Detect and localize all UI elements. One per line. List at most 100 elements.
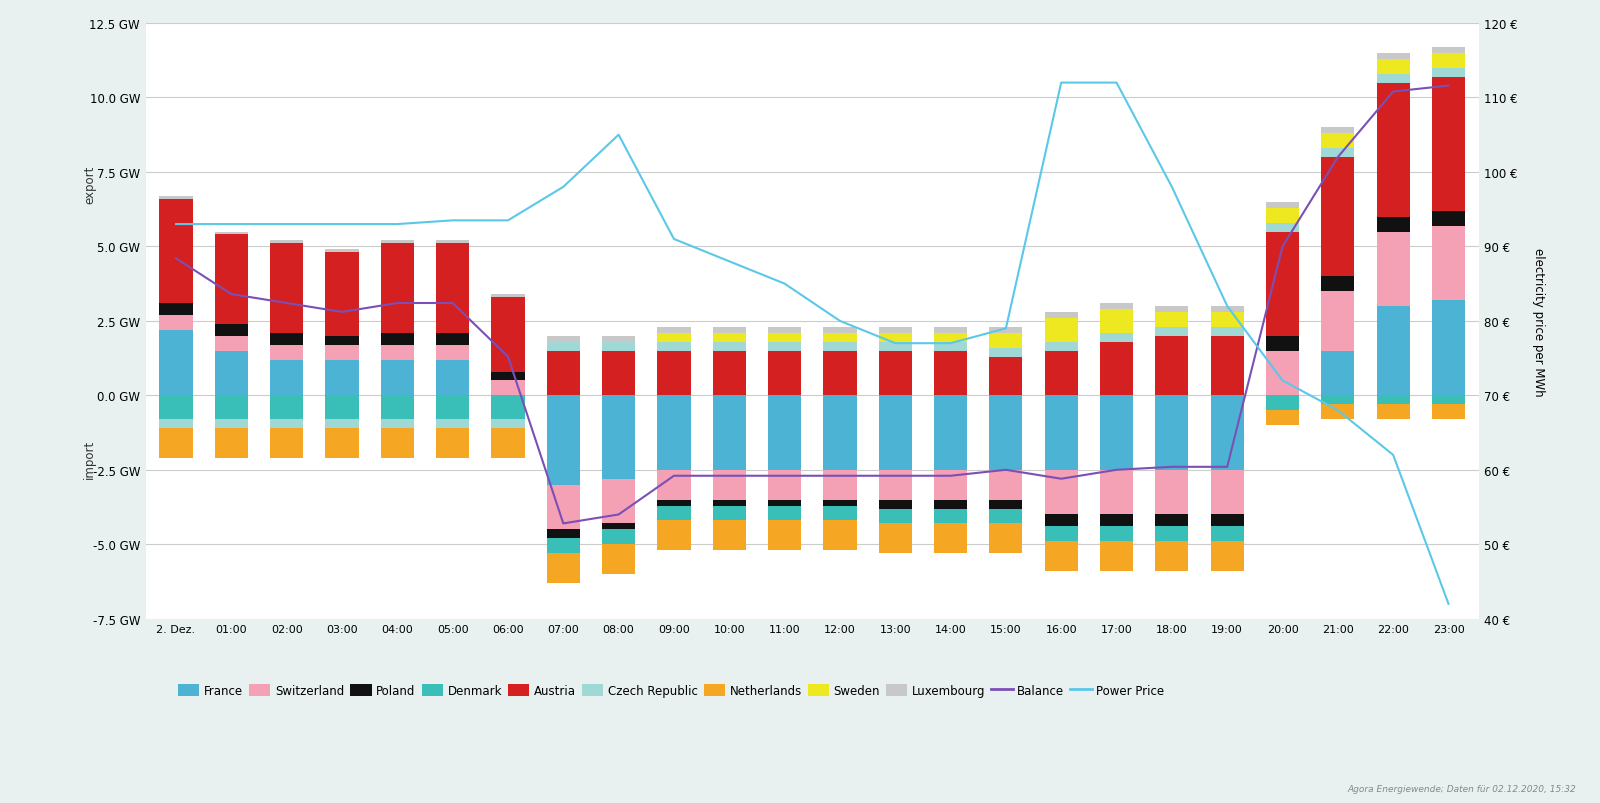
Bar	[491, 429, 525, 459]
Bar	[1211, 307, 1243, 312]
Bar	[547, 351, 579, 396]
Bar	[160, 197, 192, 199]
Bar	[878, 471, 912, 500]
Bar	[712, 471, 746, 500]
Bar	[934, 396, 966, 471]
Bar	[1266, 202, 1299, 209]
Bar	[437, 360, 469, 396]
Bar	[381, 360, 414, 396]
Bar	[824, 471, 856, 500]
Bar	[602, 524, 635, 530]
Bar	[658, 342, 691, 351]
Bar	[934, 471, 966, 500]
Legend: France, Switzerland, Poland, Denmark, Austria, Czech Republic, Netherlands, Swed: France, Switzerland, Poland, Denmark, Au…	[178, 684, 1165, 697]
Bar	[1099, 471, 1133, 515]
Bar	[437, 420, 469, 429]
Bar	[1322, 291, 1355, 351]
Bar	[1045, 342, 1078, 351]
Bar	[491, 372, 525, 381]
Bar	[270, 333, 304, 345]
Bar	[1266, 410, 1299, 426]
Bar	[1376, 232, 1410, 307]
Bar	[437, 241, 469, 244]
Bar	[1099, 342, 1133, 396]
Bar	[934, 342, 966, 351]
Bar	[437, 396, 469, 420]
Bar	[1432, 300, 1466, 396]
Bar	[824, 351, 856, 396]
Bar	[1322, 351, 1355, 396]
Bar	[1376, 218, 1410, 232]
Bar	[1211, 515, 1243, 527]
Bar	[491, 295, 525, 298]
Bar	[1045, 515, 1078, 527]
Bar	[768, 506, 802, 521]
Bar	[934, 500, 966, 509]
Bar	[712, 521, 746, 551]
Bar	[1322, 134, 1355, 149]
Bar	[270, 345, 304, 360]
Bar	[1432, 78, 1466, 211]
Bar	[824, 333, 856, 342]
Bar	[989, 328, 1022, 333]
Bar	[491, 381, 525, 396]
Bar	[1211, 471, 1243, 515]
Bar	[1211, 541, 1243, 572]
Bar	[1099, 527, 1133, 541]
Bar	[878, 342, 912, 351]
Bar	[1322, 149, 1355, 158]
Bar	[768, 471, 802, 500]
Bar	[1155, 336, 1189, 396]
Bar	[1376, 75, 1410, 84]
Bar	[1045, 351, 1078, 396]
Bar	[1211, 328, 1243, 336]
Bar	[547, 553, 579, 583]
Bar	[1045, 471, 1078, 515]
Bar	[658, 471, 691, 500]
Bar	[602, 530, 635, 544]
Bar	[491, 396, 525, 420]
Bar	[658, 506, 691, 521]
Bar	[878, 396, 912, 471]
Bar	[160, 429, 192, 459]
Bar	[824, 328, 856, 333]
Bar	[214, 429, 248, 459]
Bar	[1266, 351, 1299, 396]
Bar	[1322, 128, 1355, 134]
Bar	[878, 351, 912, 396]
Bar	[712, 328, 746, 333]
Bar	[658, 351, 691, 396]
Bar	[1099, 333, 1133, 342]
Bar	[1266, 396, 1299, 410]
Bar	[1266, 232, 1299, 336]
Bar	[878, 509, 912, 524]
Bar	[989, 357, 1022, 396]
Bar	[1376, 307, 1410, 396]
Bar	[768, 328, 802, 333]
Bar	[160, 199, 192, 304]
Bar	[658, 500, 691, 506]
Bar	[602, 342, 635, 351]
Bar	[547, 485, 579, 530]
Bar	[768, 351, 802, 396]
Bar	[712, 506, 746, 521]
Bar	[602, 396, 635, 479]
Bar	[325, 396, 358, 420]
Bar	[712, 351, 746, 396]
Bar	[491, 298, 525, 372]
Bar	[824, 500, 856, 506]
Bar	[437, 429, 469, 459]
Bar	[547, 336, 579, 342]
Bar	[934, 509, 966, 524]
Bar	[1155, 515, 1189, 527]
Text: export: export	[83, 165, 96, 204]
Bar	[437, 333, 469, 345]
Bar	[934, 351, 966, 396]
Bar	[1099, 310, 1133, 333]
Bar	[1155, 541, 1189, 572]
Bar	[824, 396, 856, 471]
Bar	[1045, 527, 1078, 541]
Bar	[437, 244, 469, 333]
Bar	[1376, 84, 1410, 218]
Bar	[1099, 541, 1133, 572]
